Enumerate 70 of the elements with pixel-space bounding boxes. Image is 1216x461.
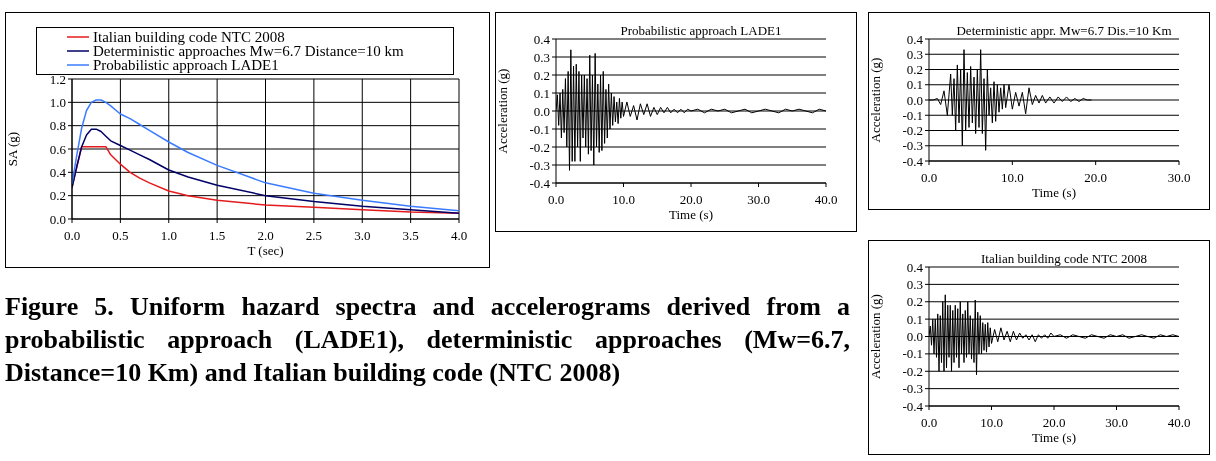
x-axis-title: Time (s) (669, 207, 713, 222)
x-tick-label: 0.5 (112, 228, 129, 244)
x-tick-label: 30.0 (1105, 415, 1128, 431)
x-tick-label: 0.0 (920, 415, 938, 431)
caption: Figure 5. Uniform hazard spectra and accelerograms derived from a probabilistic approach (LADE1), deterministic approaches (Mw=6.7, Distance=10 Km) and Italian building code (NTC 2008) (5, 291, 850, 389)
y-tick-label: 0.4 (49, 164, 67, 180)
x-tick-label: 3.5 (402, 228, 419, 244)
x-tick-label: 10.0 (980, 415, 1003, 431)
x-tick-label: 0.0 (547, 192, 565, 208)
y-tick-label: 0.1 (906, 311, 923, 327)
y-axis-title: Acceleration (g) (867, 57, 883, 143)
y-tick-label: 0.0 (49, 211, 66, 227)
x-tick-label: 4.0 (450, 228, 468, 244)
x-tick-label: 30.0 (1167, 170, 1191, 186)
y-tick-label: 0.2 (49, 188, 66, 204)
y-tick-label: 1.2 (49, 71, 66, 87)
x-axis-title: T (sec) (247, 243, 284, 258)
y-tick-label: 1.0 (49, 94, 66, 110)
x-axis-title: Time (s) (1032, 185, 1076, 200)
x-tick-label: 20.0 (679, 192, 703, 208)
x-tick-label: 20.0 (1084, 170, 1108, 186)
y-tick-label: -0.3 (902, 138, 923, 154)
y-tick-label: 0.4 (906, 259, 924, 275)
y-tick-label: 0.2 (906, 294, 923, 310)
legend-label: Italian building code NTC 2008 (93, 29, 285, 45)
y-tick-label: 0.6 (49, 141, 67, 157)
x-tick-label: 30.0 (747, 192, 770, 208)
y-tick-label: 0.2 (533, 67, 550, 83)
x-tick-label: 10.0 (1000, 170, 1024, 186)
x-tick-label: 40.0 (1167, 415, 1191, 431)
y-tick-label: -0.4 (902, 153, 924, 169)
y-tick-label: -0.1 (902, 107, 923, 123)
x-tick-label: 2.5 (305, 228, 322, 244)
x-tick-label: 1.0 (160, 228, 177, 244)
y-tick-label: 0.1 (533, 85, 550, 101)
x-tick-label: 10.0 (612, 192, 635, 208)
chart-title: Deterministic appr. Mw=6.7 Dis.=10 Km (955, 23, 1173, 39)
y-tick-label: -0.3 (902, 381, 923, 397)
y-tick-label: -0.1 (902, 346, 923, 362)
y-tick-label: -0.2 (529, 139, 550, 155)
y-tick-label: -0.4 (529, 175, 551, 191)
y-axis-title: Acceleration (g) (867, 294, 883, 379)
y-tick-label: 0.0 (906, 329, 923, 345)
x-tick-label: 2.0 (257, 228, 274, 244)
y-axis-title: Acceleration (g) (494, 68, 510, 154)
x-tick-label: 20.0 (1042, 415, 1066, 431)
y-tick-label: 0.0 (906, 92, 923, 108)
y-tick-label: -0.3 (529, 157, 550, 173)
y-tick-label: 0.1 (906, 77, 923, 93)
y-tick-label: -0.2 (902, 123, 923, 139)
y-tick-label: 0.3 (906, 276, 923, 292)
y-tick-label: -0.1 (529, 121, 550, 137)
y-tick-label: 0.3 (906, 46, 923, 62)
y-axis-title: SA (g) (4, 131, 20, 167)
x-axis-title: Time (s) (1032, 430, 1076, 445)
x-tick-label: 0.0 (63, 228, 81, 244)
chart-title: Italian building code NTC 2008 (979, 251, 1149, 267)
x-tick-label: 3.0 (354, 228, 371, 244)
y-tick-label: -0.4 (902, 398, 924, 414)
y-tick-label: 0.3 (533, 49, 550, 65)
y-tick-label: -0.2 (902, 363, 923, 379)
chart-title: Probabilistic approach LADE1 (619, 23, 783, 39)
y-tick-label: 0.4 (906, 31, 924, 47)
y-tick-label: 0.4 (533, 31, 551, 47)
x-tick-label: 1.5 (209, 228, 226, 244)
y-tick-label: 0.2 (906, 62, 923, 78)
x-tick-label: 40.0 (814, 192, 838, 208)
x-tick-label: 0.0 (920, 170, 938, 186)
y-tick-label: 0.0 (533, 103, 550, 119)
y-tick-label: 0.8 (49, 118, 66, 134)
